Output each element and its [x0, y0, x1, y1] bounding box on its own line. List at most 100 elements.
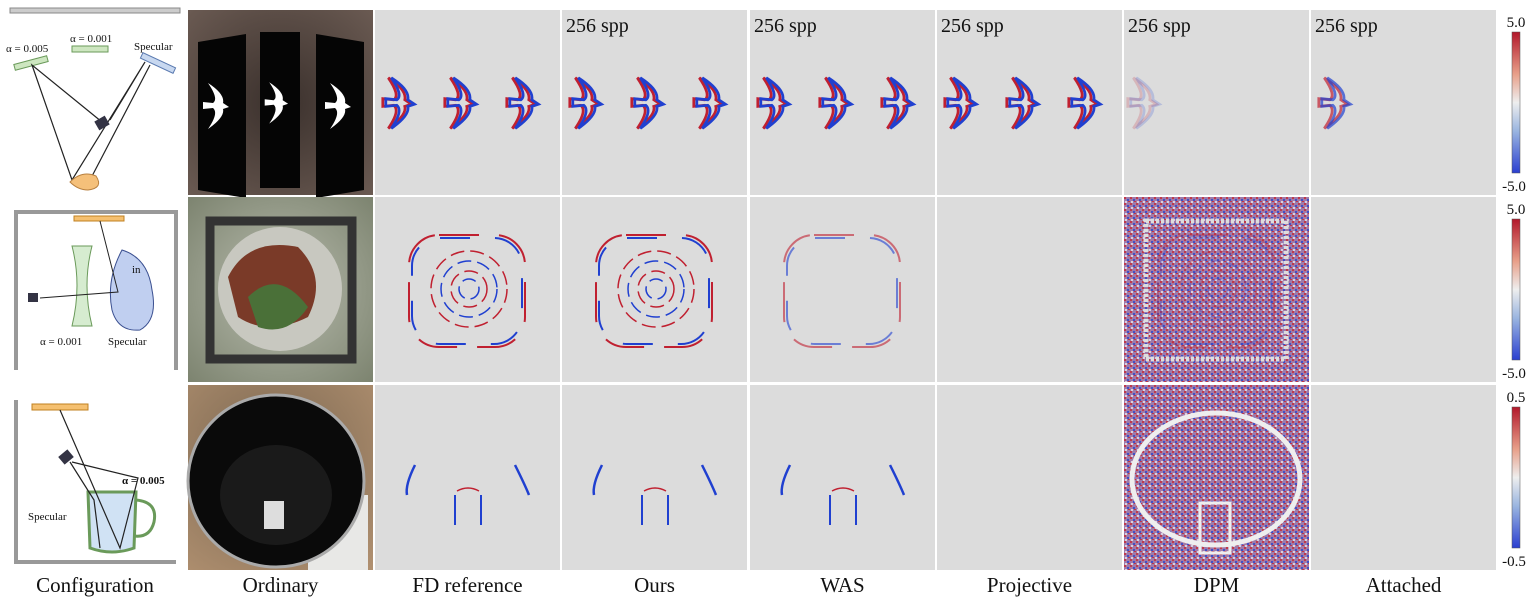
panel: [198, 34, 246, 198]
gradient-red: [637, 270, 675, 308]
gradient-red: [831, 487, 855, 492]
gradient-red: [692, 76, 726, 130]
diagram-label: Specular: [28, 511, 67, 523]
bird: [325, 83, 351, 129]
gradient-blue: [627, 260, 685, 318]
gradient-blue: [1070, 76, 1104, 130]
camera: [58, 449, 74, 465]
frame: [205, 216, 357, 364]
gradient-red: [630, 76, 664, 130]
hand: [69, 173, 100, 191]
light-path: [89, 64, 151, 181]
gradient-blue: [700, 464, 718, 496]
diagram-2: in α = 0.001 Specular: [14, 210, 178, 370]
colorbar: [1511, 218, 1521, 361]
gradient-blue: [513, 464, 531, 496]
mug-handle: [133, 498, 157, 538]
gradient-blue: [780, 464, 792, 496]
gradient-blue: [759, 76, 793, 130]
ceiling: [9, 7, 181, 14]
diagram-label: α = 0.005: [6, 43, 49, 55]
gradient-blue: [454, 495, 482, 525]
gradient-red: [568, 76, 602, 130]
gradient-red: [943, 76, 977, 130]
gradient-blue: [645, 278, 667, 300]
diagram-label: α = 0.005: [122, 475, 165, 487]
spp-label: 256 spp: [1315, 15, 1378, 37]
gradient-red: [1005, 76, 1039, 130]
image-panel: [375, 385, 560, 570]
image-panel: [562, 10, 747, 195]
image-panel: [1311, 197, 1496, 382]
camera: [28, 293, 38, 302]
highlight-edge: [1198, 501, 1232, 555]
reflection: [248, 284, 308, 330]
gradient-blue: [440, 260, 498, 318]
gradient-red: [756, 76, 790, 130]
gradient-blue: [592, 464, 604, 496]
image-panel: [375, 10, 560, 195]
difference: [562, 385, 747, 570]
colorbar-bottom: -0.5: [1502, 554, 1526, 570]
light-path: [39, 220, 119, 299]
gradient-red: [1179, 250, 1257, 328]
gradient-red: [381, 76, 415, 130]
bird: [264, 82, 289, 124]
gradient-red: [1317, 76, 1351, 130]
gradient-blue: [458, 278, 480, 300]
gradient-blue: [1008, 76, 1042, 130]
specular-object: [109, 249, 154, 331]
image-panel: [1124, 197, 1309, 382]
difference: [562, 197, 747, 382]
gradient-blue: [829, 495, 857, 525]
diagram-1: α = 0.005 α = 0.001 Specular: [6, 7, 181, 191]
diagram-label: α = 0.001: [40, 336, 82, 348]
column-label: Ordinary: [243, 573, 319, 597]
difference: [375, 10, 560, 195]
spp-label: 256 spp: [754, 15, 817, 37]
gradient-red: [1067, 76, 1101, 130]
gradient-blue: [446, 76, 480, 130]
column-label: Projective: [987, 573, 1072, 597]
colorbar-bottom: -5.0: [1502, 179, 1526, 195]
column-label: Ours: [634, 573, 675, 597]
gradient-blue: [821, 76, 855, 130]
gradient-red: [1157, 234, 1275, 348]
gradient-red: [1199, 270, 1237, 308]
diagram-3: α = 0.005 Specular: [14, 400, 176, 564]
gradient-red: [408, 234, 526, 348]
gradient-blue: [411, 237, 523, 345]
difference: [1311, 385, 1496, 570]
gradient-red: [595, 234, 713, 348]
rough-mirror: [13, 55, 49, 71]
image-panel: [188, 10, 373, 198]
gradient-blue: [1320, 76, 1354, 130]
rim-edge: [1129, 410, 1303, 548]
difference: [1311, 197, 1496, 382]
gradient-blue: [641, 495, 669, 525]
diagram-label: Specular: [134, 41, 173, 53]
column-label: Attached: [1366, 573, 1442, 597]
gradient-blue: [1189, 260, 1247, 318]
diagram-label: Specular: [108, 336, 147, 348]
gradient-red: [783, 234, 901, 348]
lens: [71, 245, 93, 327]
gradient-red: [643, 487, 667, 492]
image-panel: [1124, 385, 1309, 570]
highlight: [264, 501, 284, 529]
column-label: Configuration: [36, 573, 154, 597]
walls: [14, 210, 178, 370]
gradient-blue: [1207, 278, 1229, 300]
light-path: [30, 61, 146, 182]
image-panel: [937, 197, 1122, 382]
gradient-blue: [405, 464, 417, 496]
mug-inner: [220, 445, 332, 545]
gradient-blue: [633, 76, 667, 130]
colorbar-top: 0.5: [1507, 390, 1526, 406]
gradient-blue: [786, 237, 898, 345]
gradient-blue: [888, 464, 906, 496]
difference: [1124, 197, 1309, 382]
difference: [937, 385, 1122, 570]
image-panel: [562, 385, 747, 570]
specular-mirror: [139, 52, 177, 74]
